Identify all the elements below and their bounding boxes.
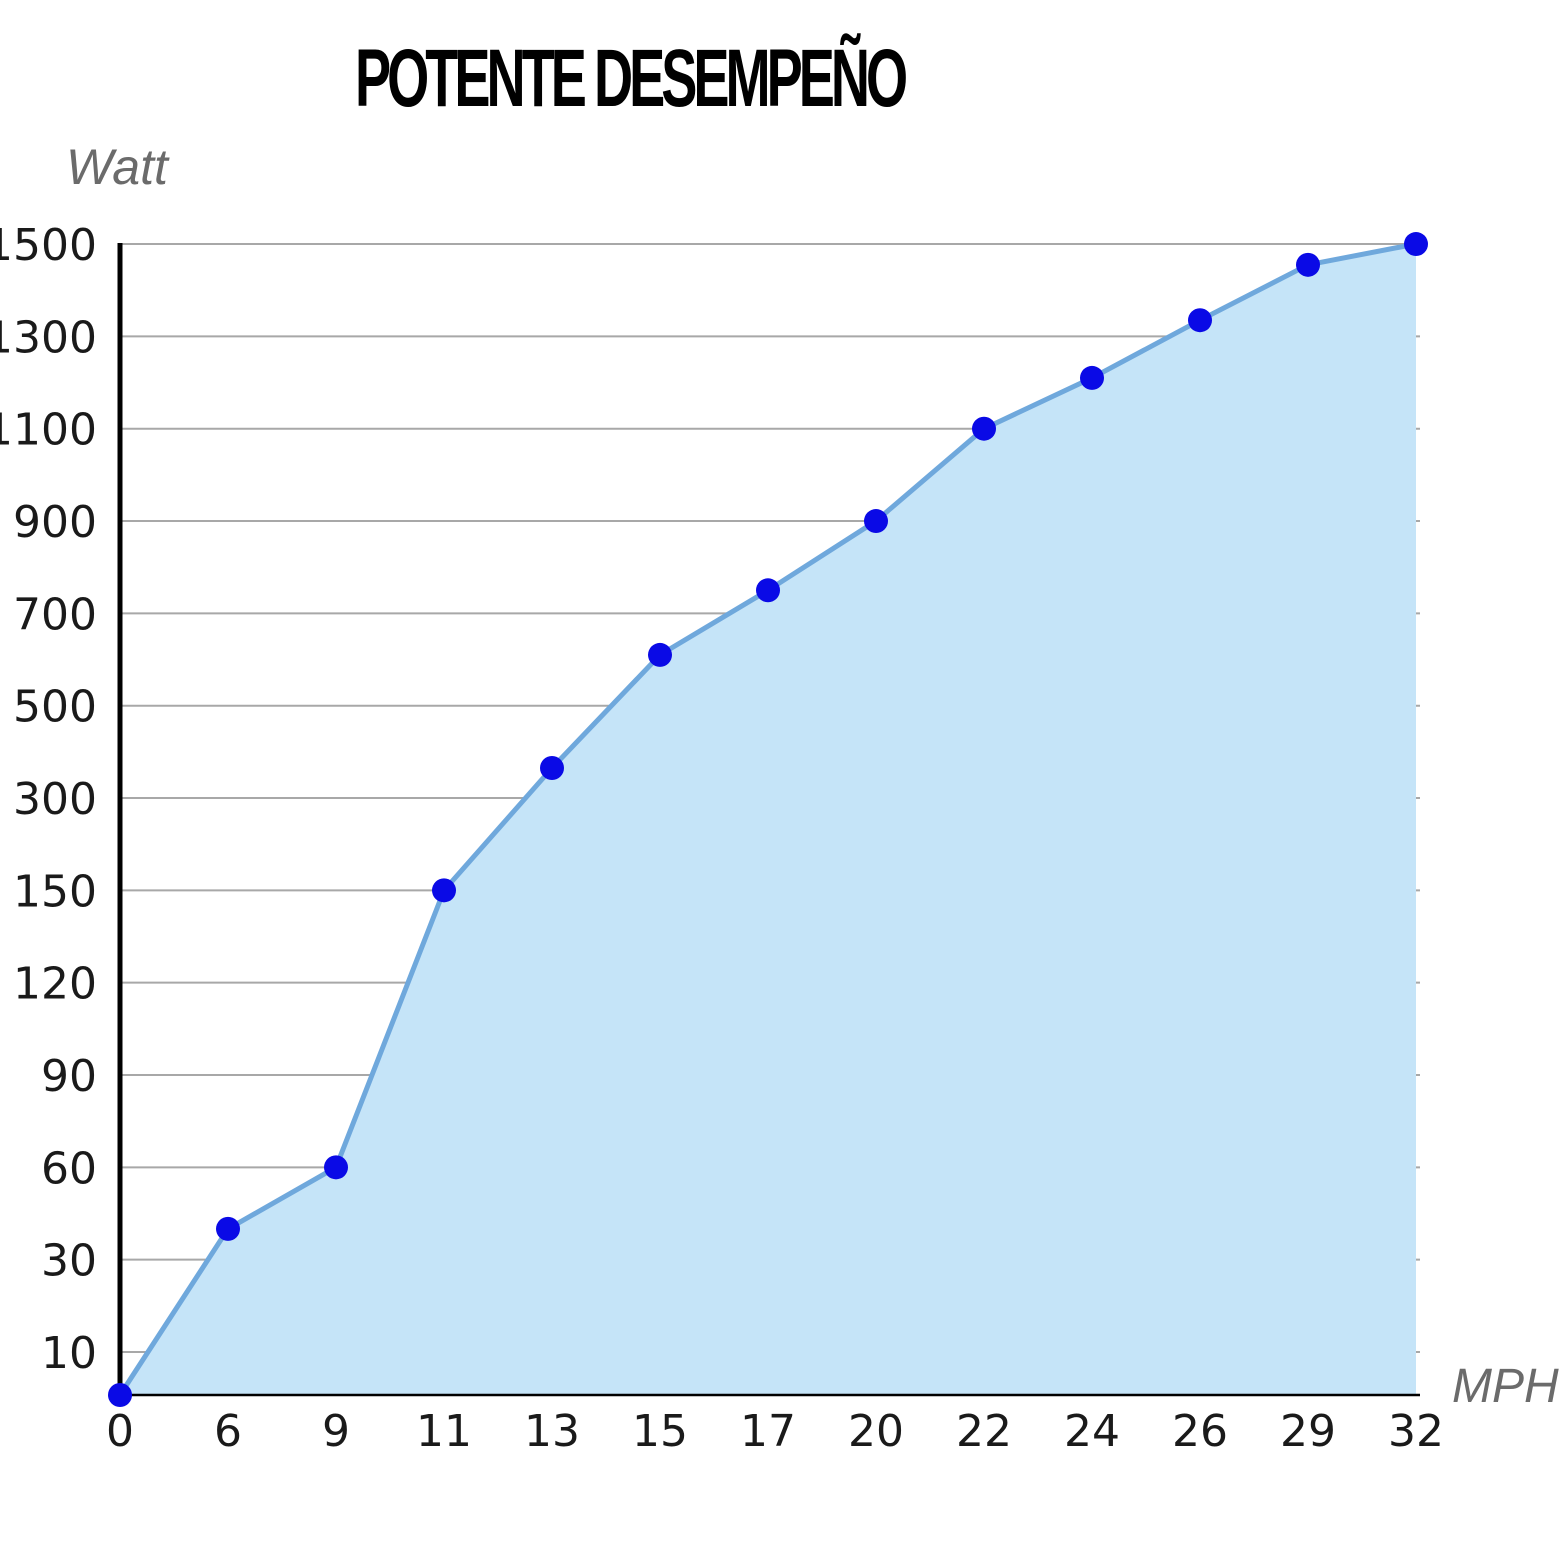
chart-title: POTENTE DESEMPEÑO [355,33,908,124]
area-fill [120,244,1416,1395]
x-tick-label: 29 [1280,1406,1336,1457]
x-axis-label: MPH [1452,1360,1559,1413]
y-tick-labels: 10 30 60 90 120 150 300 500 700 900 1100 1300 1500 [0,220,97,1379]
x-tick-labels: 0 6 9 11 13 15 17 20 22 24 26 29 32 [106,1406,1444,1457]
y-tick-label: 60 [41,1143,97,1194]
x-tick-label: 24 [1064,1406,1120,1457]
y-tick-label: 1300 [0,312,97,363]
x-tick-label: 17 [740,1406,796,1457]
data-point [108,1383,132,1407]
y-tick-label: 120 [13,959,97,1010]
data-point [540,756,564,781]
y-tick-label: 10 [41,1328,97,1379]
y-tick-label: 1500 [0,220,97,271]
y-axis-label: Watt [66,139,170,195]
data-point [1404,232,1428,257]
x-tick-label: 11 [416,1406,472,1457]
y-tick-label: 1100 [0,405,97,456]
x-tick-label: 13 [524,1406,580,1457]
data-point [216,1216,240,1241]
data-points [108,232,1428,1407]
data-point [1296,252,1320,277]
data-point [432,878,456,903]
data-point [648,642,672,667]
data-point [756,578,780,603]
data-point [864,509,888,534]
y-tick-label: 700 [13,589,97,640]
x-tick-label: 20 [848,1406,904,1457]
data-point [972,416,996,441]
x-tick-label: 15 [632,1406,688,1457]
y-tick-label: 300 [13,774,97,825]
y-tick-label: 30 [41,1236,97,1287]
x-tick-label: 9 [322,1406,350,1457]
data-point [1080,365,1104,390]
y-tick-label: 900 [13,497,97,548]
x-tick-label: 22 [956,1406,1012,1457]
data-point [1188,308,1212,333]
y-tick-label: 500 [13,682,97,733]
x-tick-label: 6 [214,1406,242,1457]
x-tick-label: 32 [1388,1406,1444,1457]
y-tick-label: 150 [13,866,97,917]
x-tick-label: 26 [1172,1406,1228,1457]
x-tick-label: 0 [106,1406,134,1457]
data-point [324,1155,348,1180]
y-tick-label: 90 [41,1051,97,1102]
